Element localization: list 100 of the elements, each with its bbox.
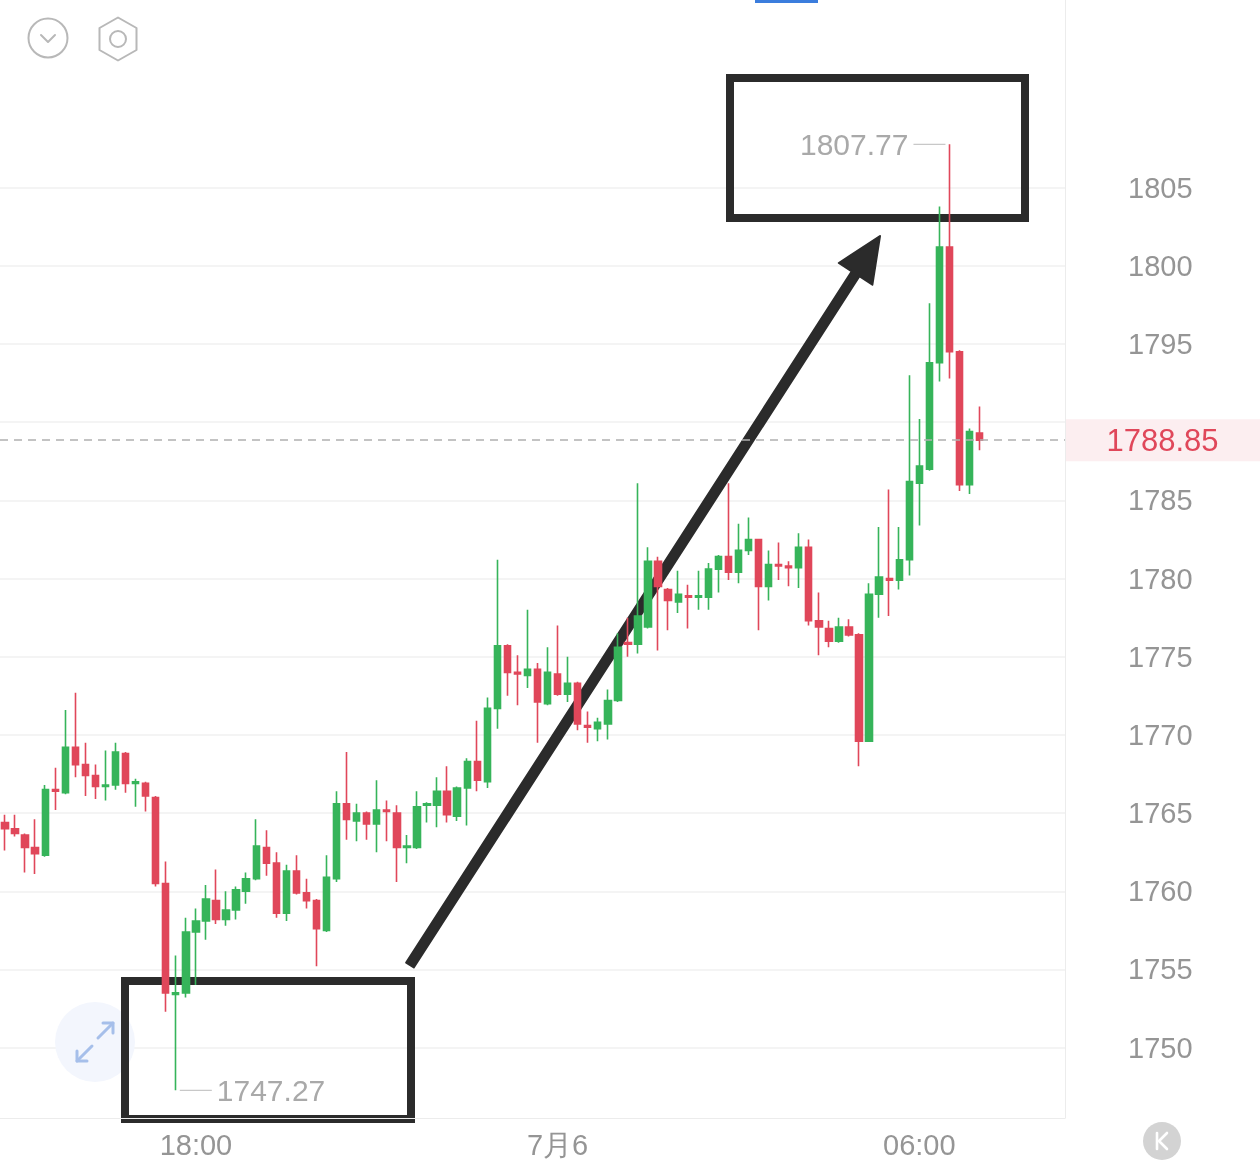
candlestick: [272, 851, 281, 919]
candlestick: [292, 854, 301, 896]
candlestick: [965, 427, 974, 495]
candlestick: [533, 662, 542, 744]
candlestick: [342, 751, 351, 841]
candlestick: [171, 954, 180, 1092]
candlestick: [41, 784, 50, 858]
candlestick: [613, 632, 623, 703]
candlestick: [252, 818, 261, 882]
candlestick: [643, 546, 653, 630]
y-tick-label: 1780: [1128, 562, 1193, 595]
candlestick: [814, 591, 824, 656]
annotation: 1807.77: [800, 127, 909, 161]
candlestick: [101, 749, 110, 802]
candlestick: [885, 488, 894, 617]
candlestick: [302, 877, 311, 910]
candlestick: [241, 871, 251, 905]
candlestick: [663, 587, 673, 631]
x-tick-label: 06:00: [883, 1128, 956, 1161]
y-tick-label: 1750: [1128, 1031, 1193, 1064]
candlestick: [784, 560, 793, 588]
y-tick-label: 1770: [1128, 718, 1193, 751]
candlestick: [513, 654, 522, 706]
candlestick: [653, 555, 663, 652]
candlestick: [704, 562, 713, 611]
candlestick: [714, 554, 723, 594]
candlestick: [30, 818, 40, 875]
candlestick: [744, 516, 753, 556]
candlestick: [583, 710, 592, 744]
candlestick: [121, 751, 130, 794]
candlestick: [473, 720, 482, 792]
candlestick: [312, 898, 321, 968]
candlestick: [422, 801, 432, 824]
candlestick: [915, 418, 924, 527]
candlestick: [181, 917, 191, 999]
y-tick-label: 1805: [1128, 171, 1193, 204]
candlestick: [895, 526, 904, 591]
candlestick: [503, 643, 512, 697]
candlestick: [523, 609, 532, 689]
x-tick-label: 18:00: [159, 1128, 233, 1161]
candlestick: [854, 632, 864, 767]
candlestick: [794, 532, 803, 589]
candlestick: [111, 741, 120, 791]
candlestick: [925, 302, 934, 472]
candlestick: [262, 829, 271, 877]
candlestick: [61, 709, 70, 796]
candlestick: [975, 405, 984, 452]
candlestick: [754, 538, 763, 631]
candlestick: [804, 538, 813, 627]
candlestick: [623, 616, 633, 658]
candlestick: [71, 691, 80, 778]
candlestick: [674, 569, 683, 614]
candlestick: [402, 834, 412, 864]
annotation: 1747.27: [216, 1073, 326, 1107]
candlestick: [332, 790, 341, 883]
candlestick: [824, 619, 834, 649]
candlestick: [452, 785, 462, 822]
candlestick: [211, 868, 221, 925]
y-tick-label: 1755: [1128, 953, 1193, 986]
candlestick: [442, 765, 452, 824]
candlestick: [382, 799, 391, 843]
candlestick: [151, 795, 160, 888]
candlestick: [774, 541, 783, 581]
candlestick: [864, 582, 874, 742]
candlestick: [10, 813, 20, 838]
candlestick: [633, 482, 643, 655]
candlestick: [463, 757, 472, 827]
candlestick: [20, 832, 30, 874]
y-tick-label: 1795: [1128, 328, 1193, 360]
candlestick: [372, 779, 381, 853]
candlestick: [201, 884, 211, 941]
y-tick-label: 1765: [1128, 797, 1193, 830]
candlestick: [322, 854, 331, 933]
y-tick-label: 1775: [1128, 640, 1193, 673]
candlestick: [362, 810, 371, 841]
y-tick-label: 1800: [1128, 249, 1193, 282]
candlestick: [81, 741, 90, 797]
candlestick: [392, 804, 402, 883]
candlestick: [553, 624, 562, 697]
candlestick: [493, 558, 502, 730]
candlestick: [543, 646, 552, 706]
candlestick: [935, 205, 944, 383]
candlestick: [593, 716, 602, 742]
candlestick: [221, 890, 231, 927]
candlestick: [734, 523, 743, 585]
x-tick-label: 7月6: [526, 1128, 589, 1161]
candlestick: [231, 885, 241, 921]
candlestick: [141, 781, 150, 813]
candlestick: [955, 349, 964, 492]
candlestick: [282, 863, 291, 922]
candlestick: [834, 616, 844, 644]
candlestick: [694, 569, 703, 611]
candlestick: [131, 777, 140, 808]
candlestick: [432, 776, 442, 828]
y-tick-label: 1785: [1128, 484, 1193, 517]
candlestick: [191, 907, 201, 986]
candlestick: [945, 143, 954, 380]
candlestick: [412, 790, 422, 850]
candlestick: [51, 766, 60, 811]
candlestick: [764, 549, 773, 602]
